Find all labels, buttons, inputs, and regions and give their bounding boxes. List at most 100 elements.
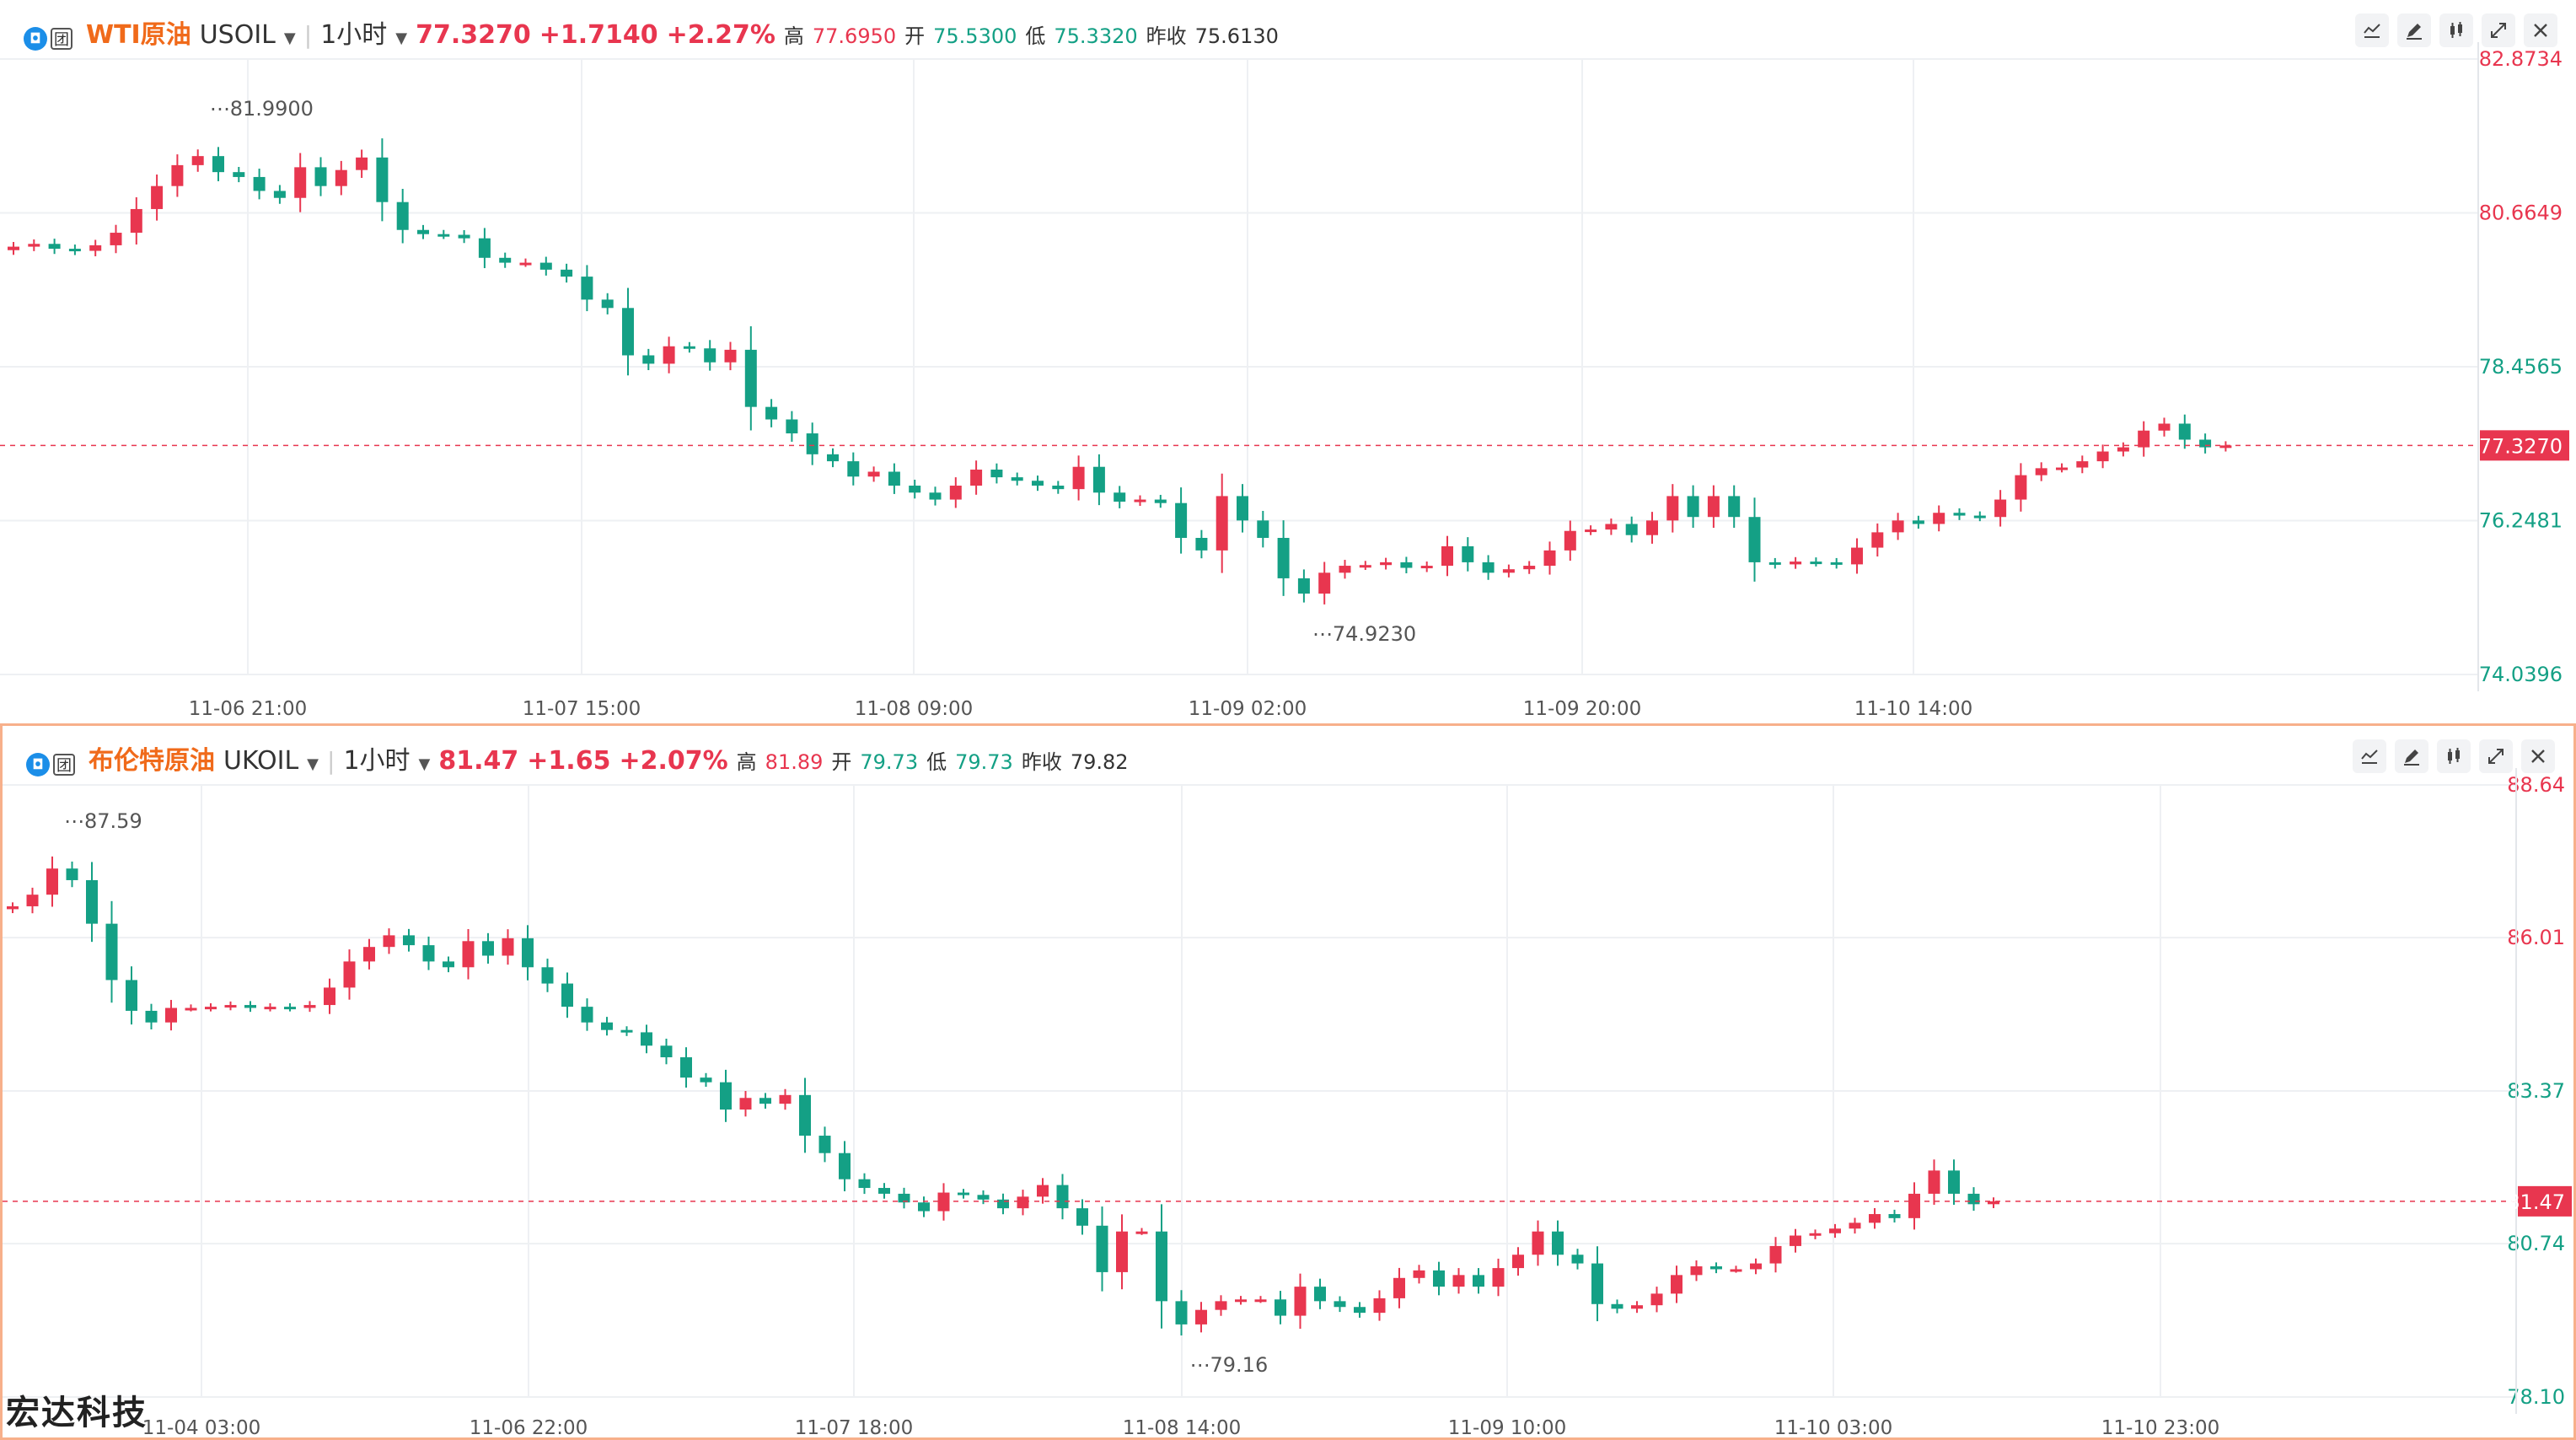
candle-body	[581, 1007, 593, 1023]
candle-body	[396, 201, 409, 230]
candle-body	[2076, 461, 2089, 468]
candle	[720, 1069, 732, 1122]
wti-candlestick-chart[interactable]: 82.8734 80.6649 78.4565 76.2481 74.0396 11-06…	[0, 0, 2576, 723]
candle-body	[1710, 1266, 1722, 1270]
expand-icon[interactable]	[2482, 13, 2515, 47]
candle-body	[1420, 566, 1433, 569]
candle	[1134, 495, 1146, 507]
candle-body	[1482, 561, 1495, 573]
candle-body	[66, 868, 78, 880]
x-tick-label: 11-09 02:00	[1189, 698, 1307, 720]
candle-body	[1611, 1303, 1623, 1309]
chevron-down-icon[interactable]: ▼	[283, 30, 296, 47]
candle	[1928, 1159, 1940, 1206]
candle	[898, 1187, 910, 1209]
candlestick-icon[interactable]	[2437, 739, 2471, 773]
candle	[1809, 1229, 1822, 1239]
chevron-down-icon[interactable]: ▼	[418, 755, 431, 773]
candle-body	[1625, 524, 1638, 535]
candle-body	[1591, 1263, 1603, 1304]
candle-body	[1175, 1301, 1188, 1324]
candle	[601, 293, 614, 314]
pencil-icon[interactable]	[2395, 739, 2428, 773]
candle-body	[284, 1007, 296, 1010]
period-selector[interactable]: 1小时	[320, 20, 388, 50]
candle-body	[324, 987, 335, 1006]
candle-body	[499, 257, 512, 263]
candle-body	[105, 923, 118, 981]
chevron-down-icon[interactable]: ▼	[395, 30, 408, 47]
close-icon[interactable]	[2524, 13, 2557, 47]
x-tick-label: 11-10 23:00	[2101, 1417, 2219, 1437]
candle-body	[909, 486, 921, 493]
candle	[66, 861, 78, 888]
candle	[86, 862, 98, 943]
candle-body	[799, 1094, 811, 1136]
candle-body	[601, 1022, 613, 1030]
candle-body	[2199, 439, 2212, 448]
candle-body	[1237, 496, 1248, 521]
candle	[1769, 1237, 1782, 1273]
candle-body	[1175, 502, 1188, 538]
candle	[151, 175, 164, 221]
candle-body	[1462, 545, 1474, 562]
candle	[561, 972, 573, 1018]
line-chart-icon[interactable]	[2355, 13, 2389, 47]
candle	[680, 1047, 692, 1088]
candle-body	[765, 406, 778, 420]
candle	[1967, 1187, 1980, 1212]
brent-header: ◘ 团 布伦特原油 UKOIL ▼ | 1小时 ▼ 81.47 +1.65 +2…	[3, 726, 2573, 785]
brand-circle-icon: ◘	[26, 752, 50, 776]
expand-icon[interactable]	[2479, 739, 2513, 773]
candle	[949, 477, 962, 508]
high-value: 81.89	[765, 750, 824, 774]
candle-body	[1564, 530, 1576, 551]
candle	[68, 244, 81, 255]
candle-body	[1359, 565, 1371, 568]
candle	[212, 147, 224, 181]
close-icon[interactable]	[2521, 739, 2555, 773]
last-price-tag	[2480, 430, 2569, 461]
candle	[1908, 1182, 1920, 1230]
candle-body	[68, 249, 81, 252]
candle-body	[233, 172, 245, 177]
candle	[1892, 513, 1904, 540]
chevron-down-icon[interactable]: ▼	[307, 755, 319, 773]
high-label: 高	[783, 24, 804, 48]
candle-body	[541, 967, 554, 984]
candle	[1851, 538, 1863, 574]
x-tick-label: 11-06 22:00	[470, 1417, 588, 1437]
candle	[1175, 1290, 1188, 1335]
candle	[1257, 510, 1269, 548]
candle	[482, 932, 494, 964]
candle	[1810, 557, 1822, 567]
candle	[1650, 1287, 1663, 1313]
candle	[1339, 560, 1351, 579]
min-price-label: ⋯79.16	[1190, 1353, 1269, 1377]
candle-body	[2178, 423, 2191, 440]
candle-body	[2138, 430, 2150, 448]
candle-body	[417, 229, 429, 234]
symbol-code[interactable]: USOIL	[199, 20, 276, 50]
pencil-icon[interactable]	[2397, 13, 2431, 47]
candle	[1591, 1246, 1603, 1322]
candle	[663, 336, 675, 373]
candle-body	[1631, 1305, 1643, 1309]
y-tick-label: 80.6649	[2479, 201, 2563, 225]
candle-body	[1809, 1233, 1822, 1236]
symbol-code[interactable]: UKOIL	[223, 746, 299, 776]
candle	[1154, 494, 1167, 508]
candle-body	[759, 1098, 771, 1104]
line-chart-icon[interactable]	[2353, 739, 2386, 773]
candle	[1790, 556, 1802, 569]
candle	[1175, 487, 1188, 554]
candle-body	[622, 308, 634, 356]
period-selector[interactable]: 1小时	[343, 746, 411, 776]
candle	[1512, 1247, 1524, 1276]
candle	[858, 1173, 871, 1195]
candle	[739, 1091, 752, 1117]
candlestick-icon[interactable]	[2439, 13, 2473, 47]
candle	[1953, 508, 1966, 520]
candle	[779, 1088, 792, 1110]
